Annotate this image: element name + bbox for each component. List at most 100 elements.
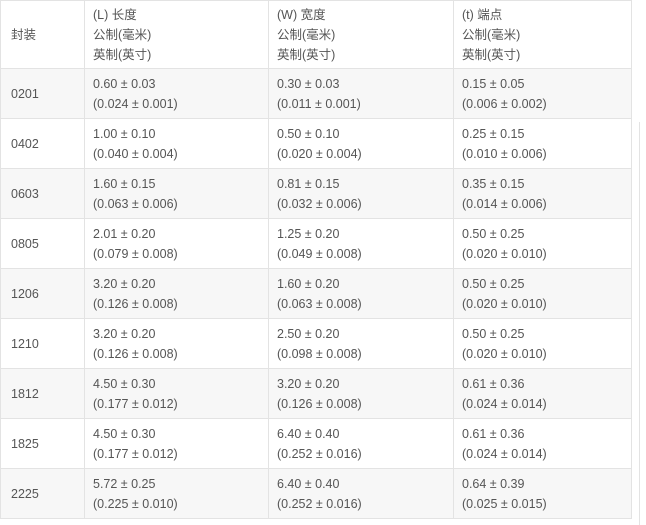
- length-metric-value: 5.72 ± 0.25: [93, 476, 156, 491]
- length-imperial-value: (0.040 ± 0.004): [93, 146, 178, 161]
- header-length-cell: (L) 长度 公制(毫米) 英制(英寸): [84, 0, 269, 69]
- terminal-imperial-value: (0.020 ± 0.010): [462, 246, 547, 261]
- right-edge-divider: [639, 122, 640, 525]
- width-cell: 0.50 ± 0.10 (0.020 ± 0.004): [268, 118, 454, 169]
- length-cell: 3.20 ± 0.20 (0.126 ± 0.008): [84, 268, 269, 319]
- terminal-metric-value: 0.61 ± 0.36: [462, 376, 525, 391]
- table-row: 1210 3.20 ± 0.20 (0.126 ± 0.008) 2.50 ± …: [0, 318, 632, 369]
- table-row: 2225 5.72 ± 0.25 (0.225 ± 0.010) 6.40 ± …: [0, 468, 632, 519]
- package-code: 0201: [11, 86, 39, 101]
- length-imperial-value: (0.177 ± 0.012): [93, 446, 178, 461]
- length-metric-value: 1.60 ± 0.15: [93, 176, 156, 191]
- length-metric-value: 0.60 ± 0.03: [93, 76, 156, 91]
- width-cell: 0.81 ± 0.15 (0.032 ± 0.006): [268, 168, 454, 219]
- terminal-cell: 0.61 ± 0.36 (0.024 ± 0.014): [453, 418, 632, 469]
- terminal-imperial-value: (0.006 ± 0.002): [462, 96, 547, 111]
- length-cell: 1.60 ± 0.15 (0.063 ± 0.006): [84, 168, 269, 219]
- package-code: 0805: [11, 236, 39, 251]
- header-length-imperial: 英制(英寸): [93, 47, 152, 62]
- width-cell: 1.60 ± 0.20 (0.063 ± 0.008): [268, 268, 454, 319]
- length-cell: 0.60 ± 0.03 (0.024 ± 0.001): [84, 68, 269, 119]
- package-code: 1210: [11, 336, 39, 351]
- terminal-imperial-value: (0.025 ± 0.015): [462, 496, 547, 511]
- terminal-cell: 0.64 ± 0.39 (0.025 ± 0.015): [453, 468, 632, 519]
- table-row: 1825 4.50 ± 0.30 (0.177 ± 0.012) 6.40 ± …: [0, 418, 632, 469]
- header-terminal-title: (t) 端点: [462, 7, 503, 22]
- terminal-imperial-value: (0.024 ± 0.014): [462, 446, 547, 461]
- header-width-imperial: 英制(英寸): [277, 47, 336, 62]
- length-metric-value: 3.20 ± 0.20: [93, 326, 156, 341]
- package-code: 2225: [11, 486, 39, 501]
- package-cell: 1206: [0, 268, 85, 319]
- package-dimensions-table: 封装 (L) 长度 公制(毫米) 英制(英寸) (W) 宽度 公制(毫米) 英制…: [0, 0, 632, 519]
- terminal-metric-value: 0.25 ± 0.15: [462, 126, 525, 141]
- terminal-metric-value: 0.50 ± 0.25: [462, 326, 525, 341]
- length-imperial-value: (0.079 ± 0.008): [93, 246, 178, 261]
- terminal-cell: 0.50 ± 0.25 (0.020 ± 0.010): [453, 268, 632, 319]
- terminal-cell: 0.35 ± 0.15 (0.014 ± 0.006): [453, 168, 632, 219]
- width-cell: 0.30 ± 0.03 (0.011 ± 0.001): [268, 68, 454, 119]
- width-imperial-value: (0.020 ± 0.004): [277, 146, 362, 161]
- terminal-imperial-value: (0.010 ± 0.006): [462, 146, 547, 161]
- length-metric-value: 4.50 ± 0.30: [93, 376, 156, 391]
- table-row: 0402 1.00 ± 0.10 (0.040 ± 0.004) 0.50 ± …: [0, 118, 632, 169]
- header-width-title: (W) 宽度: [277, 7, 326, 22]
- terminal-cell: 0.50 ± 0.25 (0.020 ± 0.010): [453, 218, 632, 269]
- package-cell: 0402: [0, 118, 85, 169]
- header-row: 封装 (L) 长度 公制(毫米) 英制(英寸) (W) 宽度 公制(毫米) 英制…: [0, 0, 632, 69]
- package-code: 0603: [11, 186, 39, 201]
- width-metric-value: 6.40 ± 0.40: [277, 476, 340, 491]
- width-imperial-value: (0.126 ± 0.008): [277, 396, 362, 411]
- package-code: 0402: [11, 136, 39, 151]
- length-metric-value: 2.01 ± 0.20: [93, 226, 156, 241]
- length-imperial-value: (0.063 ± 0.006): [93, 196, 178, 211]
- header-terminal-metric: 公制(毫米): [462, 27, 521, 42]
- length-metric-value: 1.00 ± 0.10: [93, 126, 156, 141]
- length-metric-value: 4.50 ± 0.30: [93, 426, 156, 441]
- length-metric-value: 3.20 ± 0.20: [93, 276, 156, 291]
- length-cell: 4.50 ± 0.30 (0.177 ± 0.012): [84, 418, 269, 469]
- terminal-cell: 0.15 ± 0.05 (0.006 ± 0.002): [453, 68, 632, 119]
- width-imperial-value: (0.011 ± 0.001): [277, 96, 361, 111]
- width-cell: 3.20 ± 0.20 (0.126 ± 0.008): [268, 368, 454, 419]
- package-code: 1812: [11, 386, 39, 401]
- package-cell: 0603: [0, 168, 85, 219]
- package-cell: 1210: [0, 318, 85, 369]
- table-row: 1812 4.50 ± 0.30 (0.177 ± 0.012) 3.20 ± …: [0, 368, 632, 419]
- table-body: 0201 0.60 ± 0.03 (0.024 ± 0.001) 0.30 ± …: [0, 68, 632, 519]
- header-terminal-imperial: 英制(英寸): [462, 47, 521, 62]
- header-length-title: (L) 长度: [93, 7, 137, 22]
- width-imperial-value: (0.063 ± 0.008): [277, 296, 362, 311]
- terminal-cell: 0.50 ± 0.25 (0.020 ± 0.010): [453, 318, 632, 369]
- table-header: 封装 (L) 长度 公制(毫米) 英制(英寸) (W) 宽度 公制(毫米) 英制…: [0, 0, 632, 69]
- width-metric-value: 3.20 ± 0.20: [277, 376, 340, 391]
- terminal-metric-value: 0.35 ± 0.15: [462, 176, 525, 191]
- length-imperial-value: (0.126 ± 0.008): [93, 346, 178, 361]
- terminal-cell: 0.61 ± 0.36 (0.024 ± 0.014): [453, 368, 632, 419]
- header-width-metric: 公制(毫米): [277, 27, 336, 42]
- length-cell: 3.20 ± 0.20 (0.126 ± 0.008): [84, 318, 269, 369]
- width-imperial-value: (0.252 ± 0.016): [277, 446, 362, 461]
- length-cell: 1.00 ± 0.10 (0.040 ± 0.004): [84, 118, 269, 169]
- table-row: 0603 1.60 ± 0.15 (0.063 ± 0.006) 0.81 ± …: [0, 168, 632, 219]
- terminal-imperial-value: (0.014 ± 0.006): [462, 196, 547, 211]
- header-package-cell: 封装: [0, 0, 85, 69]
- header-package-label: 封装: [11, 27, 37, 42]
- width-metric-value: 0.30 ± 0.03: [277, 76, 340, 91]
- width-imperial-value: (0.098 ± 0.008): [277, 346, 362, 361]
- width-imperial-value: (0.032 ± 0.006): [277, 196, 362, 211]
- package-code: 1825: [11, 436, 39, 451]
- width-metric-value: 6.40 ± 0.40: [277, 426, 340, 441]
- package-cell: 0201: [0, 68, 85, 119]
- length-cell: 4.50 ± 0.30 (0.177 ± 0.012): [84, 368, 269, 419]
- width-metric-value: 1.60 ± 0.20: [277, 276, 340, 291]
- package-code: 1206: [11, 286, 39, 301]
- width-metric-value: 2.50 ± 0.20: [277, 326, 340, 341]
- width-cell: 2.50 ± 0.20 (0.098 ± 0.008): [268, 318, 454, 369]
- width-cell: 6.40 ± 0.40 (0.252 ± 0.016): [268, 468, 454, 519]
- terminal-cell: 0.25 ± 0.15 (0.010 ± 0.006): [453, 118, 632, 169]
- width-cell: 1.25 ± 0.20 (0.049 ± 0.008): [268, 218, 454, 269]
- table-row: 0805 2.01 ± 0.20 (0.079 ± 0.008) 1.25 ± …: [0, 218, 632, 269]
- length-imperial-value: (0.024 ± 0.001): [93, 96, 178, 111]
- length-imperial-value: (0.177 ± 0.012): [93, 396, 178, 411]
